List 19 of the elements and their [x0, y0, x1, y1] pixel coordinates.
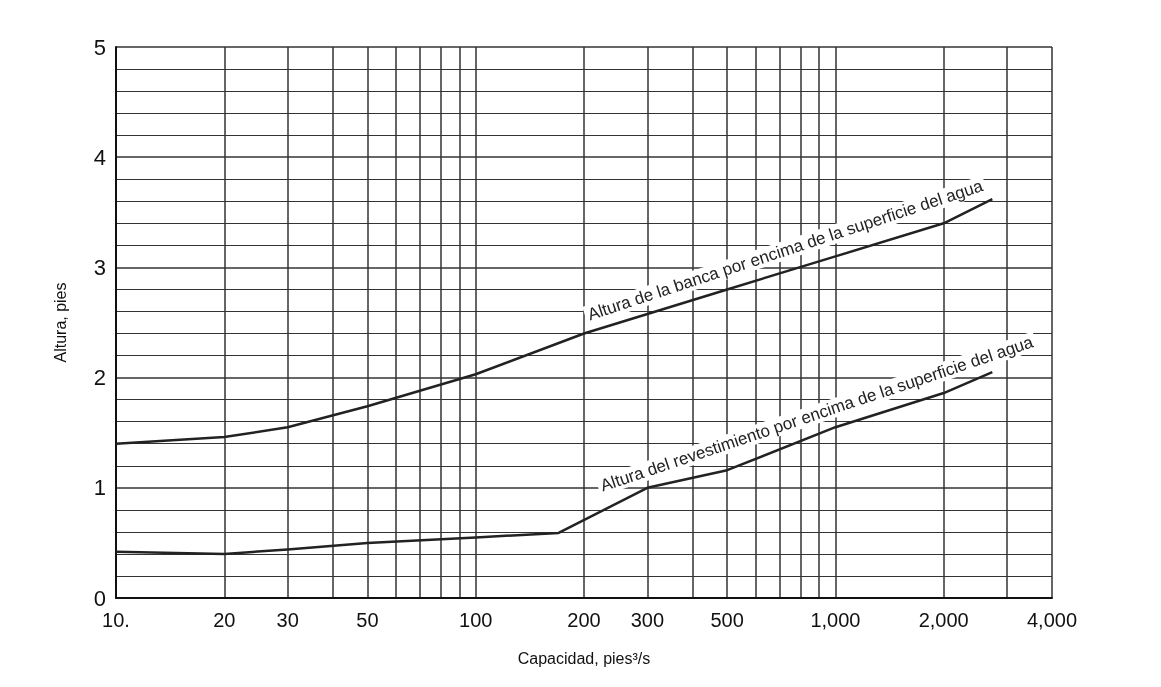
x-tick-label: 50 — [356, 609, 379, 631]
x-tick-label: 100 — [459, 609, 493, 631]
x-tick-label: 10. — [102, 609, 130, 631]
y-tick-label: 4 — [93, 144, 106, 170]
y-tick-label: 0 — [93, 585, 106, 611]
x-tick-label: 20 — [213, 609, 236, 631]
x-tick-label: 500 — [710, 609, 744, 631]
x-tick-label: 30 — [276, 609, 299, 631]
x-tick-label: 1,000 — [810, 609, 861, 631]
x-tick-label: 4,000 — [1026, 609, 1078, 631]
y-tick-label: 2 — [93, 365, 106, 391]
y-tick-label: 3 — [93, 254, 106, 280]
y-tick-label: 5 — [93, 34, 106, 60]
y-axis-title: Altura, pies — [51, 282, 69, 363]
x-tick-label: 200 — [567, 609, 601, 631]
x-tick-label: 2,000 — [918, 609, 969, 631]
x-tick-label: 300 — [630, 609, 665, 631]
y-tick-label: 1 — [93, 475, 106, 501]
x-axis-title: Capacidad, pies³/s — [517, 649, 651, 667]
